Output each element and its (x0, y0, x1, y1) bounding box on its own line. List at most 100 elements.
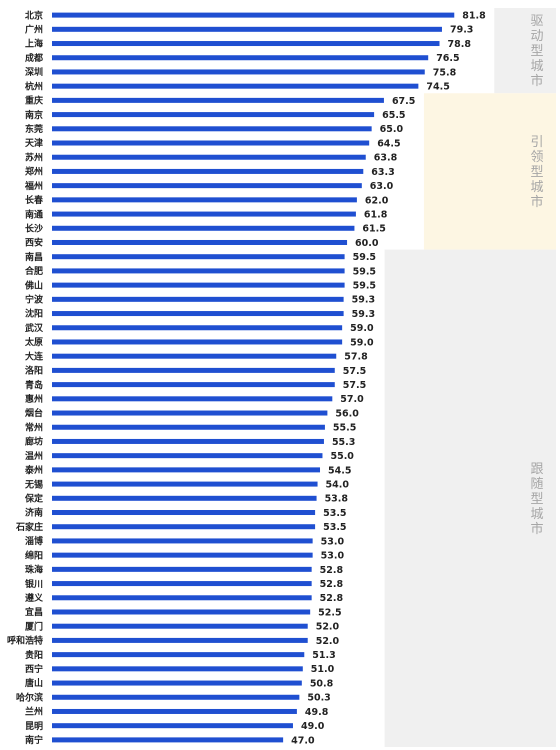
bar-41 (52, 595, 312, 601)
value-label: 61.8 (364, 209, 388, 220)
category-label: 遵义 (25, 592, 44, 604)
bar-20 (52, 296, 344, 302)
value-label: 79.3 (450, 25, 473, 36)
bar-40 (52, 581, 312, 587)
group-backgrounds (384, 8, 556, 747)
category-label: 银川 (25, 578, 43, 590)
value-label: 55.3 (332, 437, 355, 448)
bar-13 (52, 197, 357, 203)
bar-44 (52, 637, 308, 643)
value-label: 57.8 (344, 352, 368, 363)
category-label: 兰州 (25, 706, 43, 718)
group-label-1: 引领型城市 (530, 135, 543, 210)
value-label: 81.8 (462, 11, 486, 22)
category-label: 贵阳 (25, 649, 43, 661)
category-label: 合肥 (25, 265, 43, 277)
bar-45 (52, 652, 305, 658)
bar-21 (52, 311, 344, 317)
value-label: 49.0 (301, 721, 325, 732)
category-label: 长沙 (25, 222, 43, 234)
category-label: 东莞 (25, 123, 43, 135)
bar-50 (52, 723, 293, 729)
value-label: 54.5 (328, 465, 351, 476)
value-label: 75.8 (433, 67, 457, 78)
value-label: 62.0 (365, 195, 389, 206)
value-label: 51.3 (312, 650, 335, 661)
bar-51 (52, 737, 284, 743)
bar-30 (52, 438, 324, 444)
bar-12 (52, 183, 362, 189)
value-label: 61.5 (362, 224, 385, 235)
category-label: 宜昌 (25, 606, 43, 618)
value-label: 76.5 (436, 53, 459, 64)
category-label: 南宁 (25, 734, 43, 746)
value-label: 67.5 (392, 96, 415, 107)
value-label: 52.8 (320, 579, 344, 590)
category-label: 佛山 (24, 279, 43, 291)
value-label: 53.0 (321, 551, 345, 562)
bar-29 (52, 424, 325, 430)
value-label: 64.5 (377, 138, 400, 149)
category-label: 太原 (24, 336, 43, 348)
category-label: 呼和浩特 (7, 635, 43, 647)
bars (52, 12, 455, 743)
category-label: 长春 (25, 194, 44, 206)
value-label: 50.3 (307, 693, 330, 704)
bar-42 (52, 609, 311, 615)
category-label: 淄博 (25, 535, 43, 547)
category-label: 深圳 (25, 66, 43, 78)
category-label: 广州 (25, 24, 43, 36)
category-label: 南昌 (25, 251, 43, 263)
value-label: 49.8 (305, 707, 329, 718)
category-label: 武汉 (25, 322, 44, 334)
bar-2 (52, 41, 440, 47)
value-label: 59.5 (353, 281, 376, 292)
value-label: 65.5 (382, 110, 405, 121)
group-label-2: 跟随型城市 (530, 462, 543, 537)
bar-43 (52, 623, 308, 629)
bar-7 (52, 112, 375, 118)
category-label: 苏州 (25, 151, 43, 163)
bar-38 (52, 552, 313, 558)
value-label: 57.0 (340, 394, 364, 405)
category-label: 廊坊 (25, 436, 43, 448)
value-label: 52.0 (316, 636, 340, 647)
bar-22 (52, 325, 343, 331)
category-label: 福州 (24, 180, 43, 192)
value-label: 78.8 (448, 39, 472, 50)
bar-24 (52, 353, 337, 359)
value-label: 55.5 (333, 423, 356, 434)
category-label: 厦门 (25, 620, 43, 632)
category-label: 青岛 (25, 379, 43, 391)
category-label: 泰州 (24, 464, 43, 476)
value-label: 63.3 (371, 167, 394, 178)
bar-18 (52, 268, 345, 274)
category-label: 杭州 (25, 80, 43, 92)
value-label: 63.0 (370, 181, 394, 192)
bar-48 (52, 694, 300, 700)
category-label: 南通 (25, 208, 43, 220)
bar-17 (52, 254, 345, 260)
category-label: 保定 (24, 492, 44, 504)
value-label: 54.0 (326, 479, 350, 490)
value-label: 60.0 (355, 238, 379, 249)
bar-8 (52, 126, 372, 132)
category-label: 常州 (25, 421, 43, 433)
value-label: 53.5 (323, 508, 346, 519)
group-band-0 (494, 8, 556, 94)
value-label: 59.0 (350, 337, 374, 348)
bar-11 (52, 168, 364, 174)
category-label: 大连 (25, 350, 44, 362)
bar-4 (52, 69, 425, 75)
bar-14 (52, 211, 356, 217)
bar-9 (52, 140, 370, 146)
bar-32 (52, 467, 321, 473)
value-label: 55.0 (330, 451, 354, 462)
bar-31 (52, 453, 323, 459)
bar-5 (52, 83, 419, 89)
bar-35 (52, 510, 316, 516)
category-label: 西安 (25, 237, 43, 249)
category-label: 宁波 (25, 294, 44, 306)
category-label: 北京 (25, 9, 43, 21)
value-label: 59.5 (353, 266, 376, 277)
